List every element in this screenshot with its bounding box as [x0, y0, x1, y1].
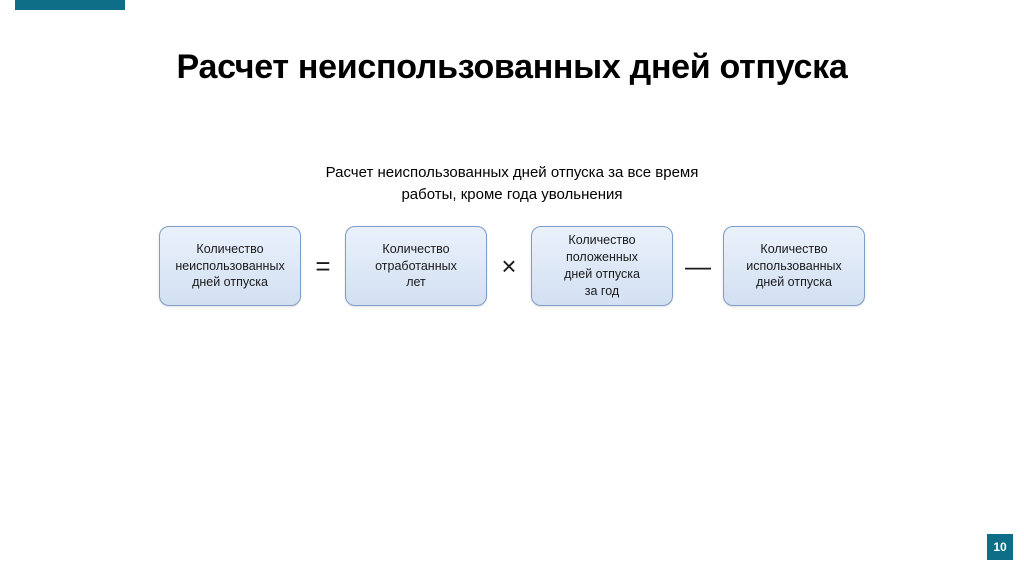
subtitle-line1: Расчет неиспользованных дней отпуска за … — [326, 164, 699, 181]
formula-row: Количествонеиспользованныхдней отпуска =… — [0, 226, 1024, 306]
operator-equals: = — [313, 253, 333, 279]
operator-minus: — — [685, 253, 711, 279]
formula-box-result: Количествонеиспользованныхдней отпуска — [159, 226, 301, 306]
page-number-badge: 10 — [987, 534, 1013, 560]
page-number-value: 10 — [993, 540, 1006, 554]
operator-multiply: × — [499, 253, 519, 279]
formula-box-used: Количествоиспользованныхдней отпуска — [723, 226, 865, 306]
page-title: Расчет неиспользованных дней отпуска — [0, 48, 1024, 87]
subtitle: Расчет неиспользованных дней отпуска за … — [0, 162, 1024, 206]
subtitle-line2: работы, кроме года увольнения — [401, 186, 622, 203]
formula-box-entitled: Количествоположенныхдней отпусказа год — [531, 226, 673, 306]
formula-box-years: Количествоотработанныхлет — [345, 226, 487, 306]
top-accent-bar — [15, 0, 125, 10]
